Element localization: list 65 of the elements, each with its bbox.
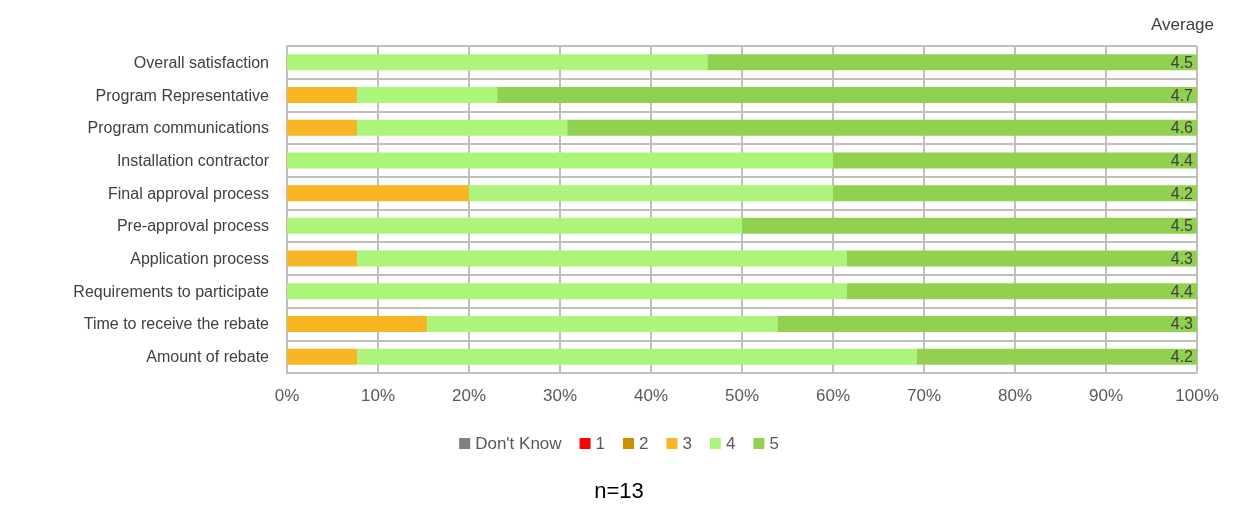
bar bbox=[287, 54, 708, 71]
bar bbox=[497, 87, 1197, 104]
bar bbox=[846, 283, 1197, 300]
bar bbox=[287, 87, 358, 104]
y-tick-label: Amount of rebate bbox=[146, 348, 270, 366]
annotation: 4.2 bbox=[1170, 348, 1194, 366]
legend-label: 2 bbox=[639, 434, 649, 453]
annotation: 4.7 bbox=[1170, 86, 1194, 104]
legend-label: 1 bbox=[595, 434, 606, 453]
bar bbox=[357, 250, 847, 267]
annotation: 4.5 bbox=[1170, 53, 1194, 71]
x-tick-label: 100% bbox=[1175, 386, 1219, 405]
bar bbox=[287, 185, 469, 202]
bar bbox=[357, 87, 498, 104]
bar bbox=[427, 315, 778, 332]
bar bbox=[469, 185, 833, 202]
x-tick-label: 50% bbox=[724, 386, 760, 405]
bar bbox=[916, 348, 1197, 365]
y-tick-label: Installation contractor bbox=[116, 151, 270, 169]
x-tick-label: 80% bbox=[997, 386, 1033, 405]
annotation: 4.3 bbox=[1170, 250, 1194, 268]
annotation: 4.4 bbox=[1170, 151, 1194, 169]
annotation: 4.5 bbox=[1170, 217, 1194, 235]
bar bbox=[777, 315, 1197, 332]
bar bbox=[707, 54, 1197, 71]
y-tick-label: Program Representative bbox=[95, 86, 270, 104]
y-tick-label: Program communications bbox=[87, 119, 269, 137]
x-tick-label: 30% bbox=[542, 386, 578, 405]
legend-label: 5 bbox=[769, 434, 779, 453]
bar bbox=[846, 250, 1197, 267]
annotation: 4.2 bbox=[1170, 184, 1194, 202]
bar bbox=[287, 250, 358, 267]
y-tick-label: Pre-approval process bbox=[116, 217, 269, 235]
x-tick-label: 0% bbox=[274, 386, 300, 405]
x-tick-label: 20% bbox=[451, 386, 487, 405]
x-tick-label: 40% bbox=[633, 386, 669, 405]
bar bbox=[833, 152, 1197, 169]
y-tick-label: Overall satisfaction bbox=[133, 53, 269, 71]
annotation: 4.6 bbox=[1170, 119, 1194, 137]
bar bbox=[287, 119, 358, 136]
bar bbox=[567, 119, 1197, 136]
text: Average bbox=[1150, 15, 1214, 34]
x-tick-label: 10% bbox=[360, 386, 396, 405]
legend-label: 3 bbox=[682, 434, 692, 453]
y-tick-label: Application process bbox=[130, 250, 269, 268]
bar bbox=[742, 217, 1197, 234]
y-tick-label: Time to receive the rebate bbox=[83, 315, 270, 333]
legend-label: Don't Know bbox=[475, 434, 563, 453]
bar bbox=[287, 152, 833, 169]
bar bbox=[357, 119, 568, 136]
x-tick-label: 90% bbox=[1088, 386, 1124, 405]
y-tick-label: Requirements to participate bbox=[73, 282, 270, 300]
x-tick-label: 60% bbox=[815, 386, 851, 405]
text: n=13 bbox=[594, 477, 644, 503]
bar bbox=[287, 283, 847, 300]
legend-label: 4 bbox=[725, 434, 736, 453]
annotation: 4.4 bbox=[1170, 282, 1194, 300]
bar bbox=[357, 348, 917, 365]
bar bbox=[287, 348, 358, 365]
y-tick-label: Final approval process bbox=[108, 184, 269, 202]
bar bbox=[287, 217, 742, 234]
bar bbox=[833, 185, 1197, 202]
bar bbox=[287, 315, 428, 332]
annotation: 4.3 bbox=[1170, 315, 1194, 333]
x-tick-label: 70% bbox=[906, 386, 942, 405]
